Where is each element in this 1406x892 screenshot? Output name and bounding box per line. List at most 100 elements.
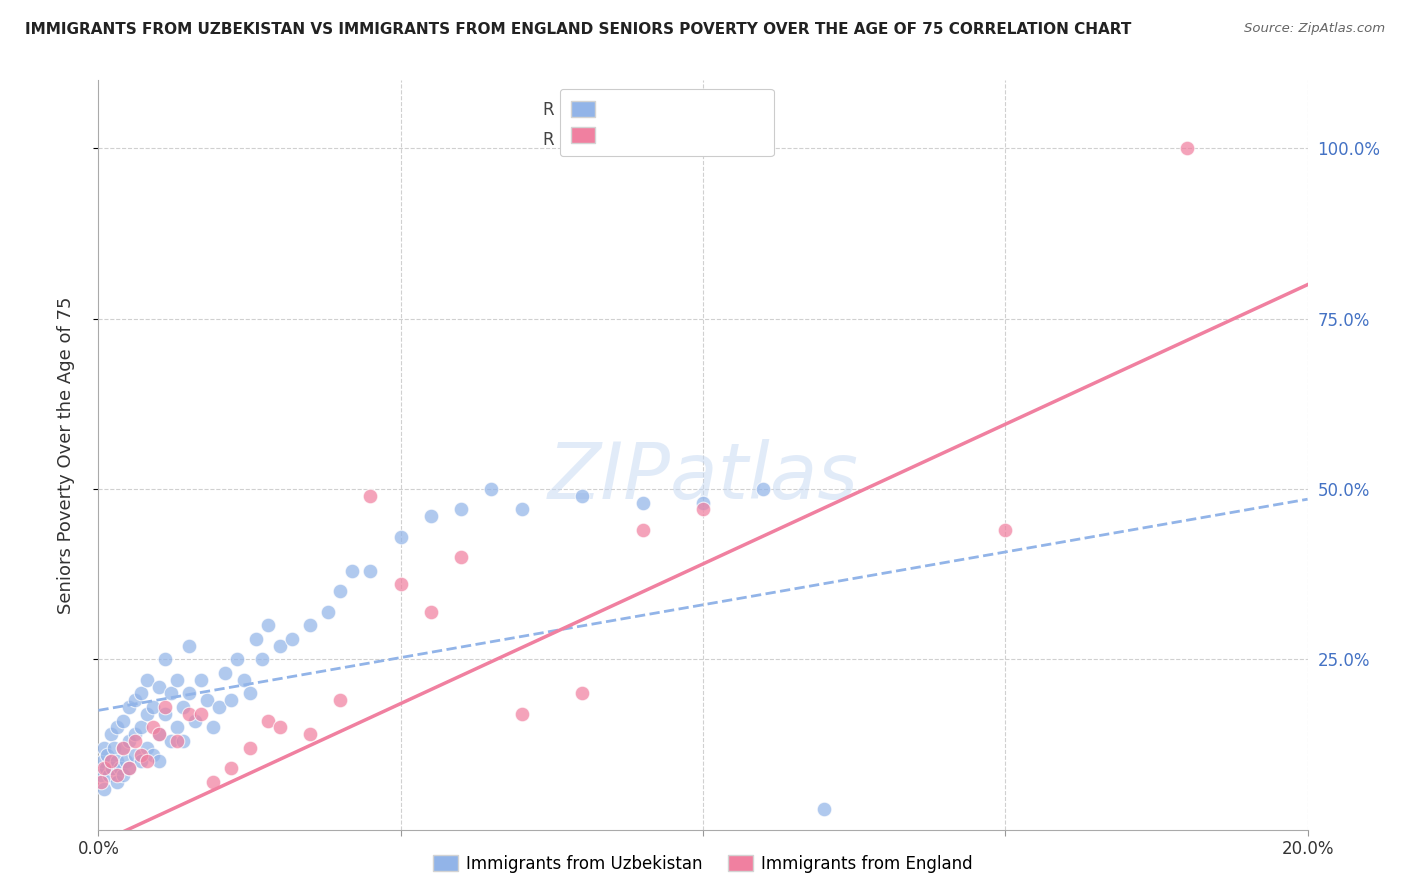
Point	[299, 618, 322, 632]
Point	[118, 700, 141, 714]
Point	[153, 706, 176, 721]
Point	[148, 727, 170, 741]
Point	[190, 706, 212, 721]
Legend:                               ,                               : ,	[560, 88, 773, 156]
Point	[111, 714, 134, 728]
Point	[420, 605, 443, 619]
Point	[256, 618, 278, 632]
Point	[105, 768, 128, 782]
Point	[1175, 141, 1198, 155]
Point	[153, 652, 176, 666]
Point	[129, 720, 152, 734]
Point	[100, 761, 122, 775]
Point	[342, 564, 364, 578]
Point	[316, 605, 339, 619]
Point	[232, 673, 254, 687]
Point	[166, 720, 188, 734]
Point	[118, 734, 141, 748]
Point	[994, 523, 1017, 537]
Point	[214, 665, 236, 680]
Point	[91, 755, 114, 769]
Point	[105, 720, 128, 734]
Point	[179, 639, 201, 653]
Point	[148, 680, 170, 694]
Point	[93, 740, 115, 755]
Point	[160, 686, 183, 700]
Point	[692, 502, 714, 516]
Point	[190, 673, 212, 687]
Point	[195, 693, 218, 707]
Text: N =: N =	[624, 102, 672, 120]
Point	[105, 755, 128, 769]
Point	[389, 577, 412, 591]
Point	[208, 700, 231, 714]
Point	[129, 755, 152, 769]
Point	[510, 706, 533, 721]
Point	[96, 747, 118, 762]
Point	[142, 720, 165, 734]
Point	[510, 502, 533, 516]
Text: N =: N =	[624, 131, 672, 149]
Point	[135, 740, 157, 755]
Point	[571, 489, 593, 503]
Point	[105, 775, 128, 789]
Point	[172, 700, 194, 714]
Text: 76: 76	[658, 102, 682, 120]
Point	[631, 523, 654, 537]
Point	[148, 755, 170, 769]
Point	[166, 734, 188, 748]
Point	[221, 693, 243, 707]
Point	[360, 564, 382, 578]
Point	[239, 740, 262, 755]
Point	[142, 700, 165, 714]
Text: 0.701: 0.701	[575, 131, 627, 149]
Point	[90, 775, 112, 789]
Point	[245, 632, 267, 646]
Point	[250, 652, 273, 666]
Point	[752, 482, 775, 496]
Text: 0.241: 0.241	[575, 102, 627, 120]
Point	[221, 761, 243, 775]
Point	[118, 761, 141, 775]
Point	[179, 686, 201, 700]
Point	[692, 495, 714, 509]
Point	[93, 761, 115, 775]
Point	[124, 734, 146, 748]
Point	[166, 673, 188, 687]
Point	[481, 482, 503, 496]
Point	[281, 632, 304, 646]
Point	[98, 768, 121, 782]
Point	[450, 502, 472, 516]
Point	[118, 761, 141, 775]
Point	[153, 700, 176, 714]
Point	[269, 639, 291, 653]
Point	[129, 686, 152, 700]
Point	[179, 706, 201, 721]
Point	[389, 530, 412, 544]
Point	[114, 755, 136, 769]
Point	[100, 727, 122, 741]
Point	[172, 734, 194, 748]
Point	[93, 781, 115, 796]
Point	[269, 720, 291, 734]
Text: Source: ZipAtlas.com: Source: ZipAtlas.com	[1244, 22, 1385, 36]
Point	[124, 747, 146, 762]
Point	[111, 740, 134, 755]
Point	[135, 706, 157, 721]
Point	[111, 768, 134, 782]
Text: IMMIGRANTS FROM UZBEKISTAN VS IMMIGRANTS FROM ENGLAND SENIORS POVERTY OVER THE A: IMMIGRANTS FROM UZBEKISTAN VS IMMIGRANTS…	[25, 22, 1132, 37]
Text: R =: R =	[543, 131, 579, 149]
Point	[256, 714, 278, 728]
Point	[239, 686, 262, 700]
Point	[124, 693, 146, 707]
Text: ZIPatlas: ZIPatlas	[547, 440, 859, 516]
Point	[226, 652, 249, 666]
Point	[100, 755, 122, 769]
Point	[202, 720, 225, 734]
Point	[329, 584, 352, 599]
Text: 32: 32	[658, 131, 682, 149]
Y-axis label: Seniors Poverty Over the Age of 75: Seniors Poverty Over the Age of 75	[56, 296, 75, 614]
Point	[94, 761, 117, 775]
Point	[111, 740, 134, 755]
Point	[90, 768, 112, 782]
